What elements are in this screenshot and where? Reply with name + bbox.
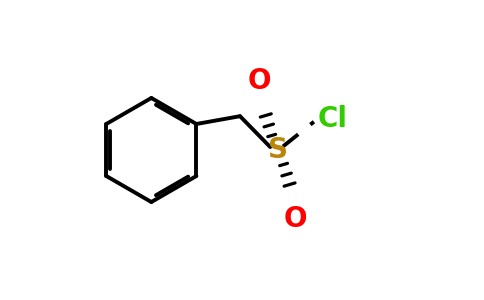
Text: O: O xyxy=(284,205,307,233)
Text: O: O xyxy=(248,67,272,95)
Text: S: S xyxy=(268,136,287,164)
Text: Cl: Cl xyxy=(318,105,348,133)
